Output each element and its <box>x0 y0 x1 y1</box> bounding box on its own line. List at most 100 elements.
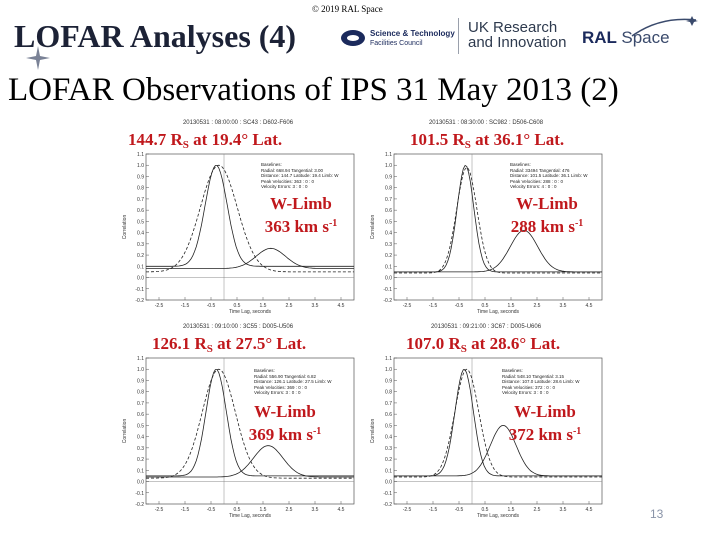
y-tick-label: 0.4 <box>385 435 392 441</box>
x-tick-label: 4.5 <box>586 507 593 513</box>
x-tick-label: -1.5 <box>429 303 438 309</box>
chart-plot-4: -0.2 -0.1 0.0 0.1 0.2 0.3 0.4 0.5 0.6 0.7 0.8 0.9 1.… <box>370 356 603 519</box>
limb-line1: W-Limb <box>514 402 576 421</box>
y-axis-label: Correlation <box>370 419 376 444</box>
ukri-logo: UK Research and Innovation <box>468 20 566 50</box>
x-axis-label: Time Lag, seconds <box>229 309 272 315</box>
y-tick-label: 0.0 <box>137 480 144 486</box>
chart-title-rest: at 36.1° Lat. <box>470 130 565 149</box>
x-tick-label: -2.5 <box>155 303 164 309</box>
limb-line1: W-Limb <box>516 194 578 213</box>
y-axis-label: Correlation <box>122 215 128 240</box>
x-tick-label: -1.5 <box>429 507 438 513</box>
info-line: Baselines: <box>510 162 531 167</box>
x-tick-label: 2.5 <box>534 507 541 513</box>
y-tick-label: 0.1 <box>385 264 392 270</box>
info-line: Radial: 668.94 Tangential: 3.00 <box>261 167 323 173</box>
y-tick-label: 0.8 <box>385 186 392 192</box>
y-tick-label: 0.5 <box>385 219 392 225</box>
chart-title: 126.1 RS at 27.5° Lat. <box>152 334 306 355</box>
plot-frame <box>393 153 603 301</box>
x-tick-label: -2.5 <box>403 303 412 309</box>
x-tick-label: -2.5 <box>155 507 164 513</box>
info-line: Radial: 548.10 Tangential: 3.15 <box>502 373 564 379</box>
ral-swoosh-icon <box>631 16 698 37</box>
chart-limb-label: W-Limb 363 km s-1 <box>246 194 356 237</box>
chart-plot-2: -0.2 -0.1 0.0 0.1 0.2 0.3 0.4 0.5 0.6 0.7 0.8 0.9 1.… <box>370 152 603 315</box>
page-subtitle: LOFAR Observations of IPS 31 May 2013 (2… <box>8 72 619 108</box>
y-tick-label: 0.2 <box>137 457 144 463</box>
info-line: Velocity Errors: 3 : 0 : 0 <box>254 390 301 395</box>
x-tick-label: -0.5 <box>207 303 216 309</box>
y-tick-label: 1.0 <box>385 367 392 373</box>
info-line: Peak Velocities: 369 : 0 : 0 <box>254 384 308 390</box>
y-tick-label: 0.2 <box>137 253 144 259</box>
y-tick-label: 0.6 <box>385 208 392 214</box>
stfc-logo-line2: Facilities Council <box>370 40 423 47</box>
chart-panel-2: -0.2 -0.1 0.0 0.1 0.2 0.3 0.4 0.5 0.6 0.7 0.8 0.9 1.… <box>366 120 606 332</box>
star-icon <box>26 46 50 70</box>
y-tick-label: 0.0 <box>137 276 144 282</box>
y-tick-label: 0.2 <box>385 253 392 259</box>
chart-title-rest: at 27.5° Lat. <box>212 334 307 353</box>
chart-limb-label: W-Limb 288 km s-1 <box>492 194 602 237</box>
chart-info-box: Baselines: Radial: 668.94 Tangential: 3.… <box>261 162 339 190</box>
y-tick-label: -0.1 <box>135 287 144 293</box>
x-tick-label: 3.5 <box>560 507 567 513</box>
chart-limb-label: W-Limb 369 km s-1 <box>230 402 340 445</box>
limb-velocity: 288 km s <box>510 217 575 236</box>
y-tick-label: -0.2 <box>383 298 392 304</box>
ukri-logo-line2: and Innovation <box>468 34 567 51</box>
x-tick-label: 1.5 <box>508 507 515 513</box>
chart-info-box: Baselines: Radial: 548.10 Tangential: 3.… <box>502 368 580 396</box>
stfc-logo-line1: Science & Technology <box>370 29 455 38</box>
x-tick-label: 1.5 <box>508 303 515 309</box>
chart-title-sub: S <box>460 343 467 355</box>
series-line-2 <box>146 368 354 479</box>
chart-title: 144.7 RS at 19.4° Lat. <box>128 130 282 151</box>
limb-unit-exp: -1 <box>312 426 322 437</box>
limb-unit-exp: -1 <box>574 218 584 229</box>
series-line-3 <box>146 445 354 478</box>
series-line-1 <box>146 369 354 477</box>
x-tick-label: -0.5 <box>455 303 464 309</box>
x-tick-label: 4.5 <box>338 303 345 309</box>
y-tick-label: -0.2 <box>135 298 144 304</box>
y-tick-label: 0.9 <box>385 378 392 384</box>
series-line-3 <box>394 229 602 273</box>
chart-header: 20130531 : 09:10:00 : 3C55 : D005-U506 <box>182 324 294 330</box>
x-tick-label: 1.5 <box>260 303 267 309</box>
y-tick-label: 0.6 <box>385 412 392 418</box>
x-axis-label: Time Lag, seconds <box>477 513 520 519</box>
info-line: Distance: 126.1 Latitude: 27.5 Limb: W <box>254 379 332 384</box>
y-tick-label: 0.8 <box>385 390 392 396</box>
chart-title-main: 101.5 R <box>410 130 465 149</box>
limb-unit-exp: -1 <box>328 218 338 229</box>
info-line: Baselines: <box>254 368 275 373</box>
y-tick-label: 1.1 <box>137 152 144 158</box>
chart-title-sub: S <box>182 139 189 151</box>
chart-panel-1: -0.2 -0.1 0.0 0.1 0.2 0.3 0.4 0.5 0.6 0.7 0.8 0.9 1.… <box>118 120 358 332</box>
chart-title-sub: S <box>206 343 213 355</box>
chart-title-sub: S <box>464 139 471 151</box>
limb-velocity: 369 km s <box>248 425 313 444</box>
chart-header: 20130531 : 09:21:00 : 3C67 : D005-U606 <box>430 324 542 330</box>
info-line: Distance: 144.7 Latitude: 19.4 Limb: W <box>261 173 339 178</box>
chart-header: 20130531 : 08:00:00 : SC43 : D602-F606 <box>182 120 294 126</box>
series-line-3 <box>146 247 354 269</box>
x-axis-label: Time Lag, seconds <box>229 513 272 519</box>
y-tick-label: 0.3 <box>137 242 144 248</box>
x-tick-label: -2.5 <box>403 507 412 513</box>
info-line: Velocity Errors: 4 : 0 : 0 <box>510 184 557 189</box>
limb-line1: W-Limb <box>254 402 316 421</box>
y-tick-label: 0.6 <box>137 208 144 214</box>
x-tick-label: 2.5 <box>286 303 293 309</box>
x-tick-label: -1.5 <box>181 303 190 309</box>
chart-limb-label: W-Limb 372 km s-1 <box>490 402 600 445</box>
limb-line1: W-Limb <box>270 194 332 213</box>
chart-title: 101.5 RS at 36.1° Lat. <box>410 130 564 151</box>
page-title: LOFAR Analyses (4) <box>14 18 297 54</box>
chart-title: 107.0 RS at 28.6° Lat. <box>406 334 560 355</box>
y-tick-label: 0.9 <box>385 174 392 180</box>
x-tick-label: 3.5 <box>560 303 567 309</box>
